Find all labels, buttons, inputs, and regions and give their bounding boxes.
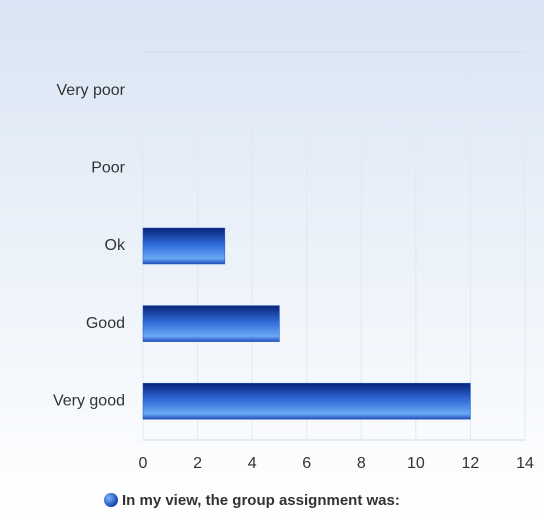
y-tick-label: Very good	[53, 392, 125, 409]
x-tick-label: 8	[357, 455, 366, 472]
y-tick-label: Good	[86, 315, 125, 332]
legend-marker	[104, 493, 118, 507]
x-tick-label: 0	[139, 455, 148, 472]
x-tick-label: 2	[193, 455, 202, 472]
bar	[142, 382, 471, 420]
x-tick-label: 4	[248, 455, 257, 472]
x-tick-label: 10	[407, 455, 425, 472]
y-tick-label: Very poor	[57, 82, 126, 99]
x-tick-label: 12	[462, 455, 480, 472]
y-tick-label: Ok	[105, 237, 126, 254]
legend-label: In my view, the group assignment was:	[122, 492, 400, 509]
x-tick-label: 14	[516, 455, 534, 472]
x-tick-label: 6	[302, 455, 311, 472]
y-tick-label: Poor	[91, 160, 125, 177]
bar	[142, 305, 280, 342]
bar	[142, 227, 226, 265]
